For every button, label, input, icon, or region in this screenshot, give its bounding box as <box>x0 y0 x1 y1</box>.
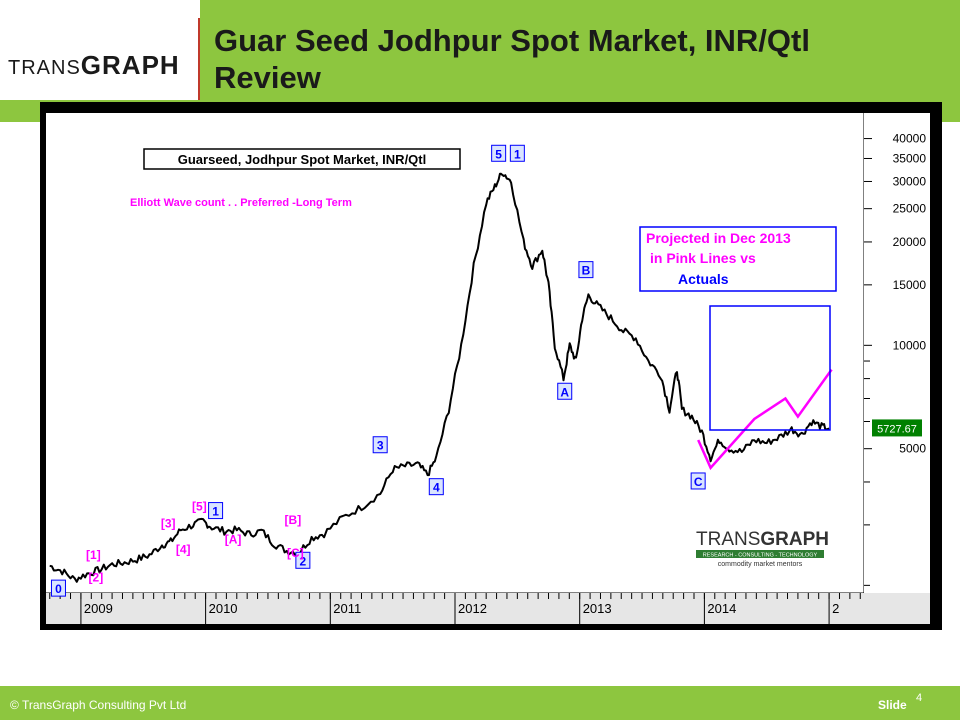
x-tick-label: 2014 <box>707 601 736 616</box>
wave-label-pink: [4] <box>176 542 191 556</box>
wave-label-blue: 1 <box>212 505 219 519</box>
watermark-tagline-band <box>696 550 824 558</box>
wave-label-blue: A <box>560 385 569 399</box>
x-tick-label: 2009 <box>84 601 113 616</box>
x-tick-label: 2010 <box>209 601 238 616</box>
wave-label-pink: [3] <box>161 516 176 530</box>
wave-label-box <box>50 579 66 597</box>
y-tick-label: 40000 <box>893 132 927 146</box>
wave-label-pink: [C] <box>287 546 304 560</box>
price-series-line <box>49 172 830 583</box>
wave-label-blue: C <box>694 475 703 489</box>
header-divider <box>198 18 200 100</box>
chart-subtitle: Elliott Wave count . . Preferred -Long T… <box>130 197 352 209</box>
wave-label-blue: 1 <box>514 147 521 161</box>
wave-label-blue: 4 <box>433 481 440 495</box>
y-tick-label: 20000 <box>893 235 927 249</box>
wave-label-box <box>557 382 573 400</box>
chart-area: 40000 35000 30000 25000 20000 15000 10000 5000 2… <box>46 113 930 624</box>
y-axis-band <box>864 113 930 593</box>
last-price-label: 5727.67 <box>877 423 917 435</box>
chart-svg: 40000 35000 30000 25000 20000 15000 10000 5000 2… <box>46 113 930 624</box>
wave-label-box <box>509 144 525 162</box>
x-tick-label: 2012 <box>458 601 487 616</box>
wave-label-blue: 3 <box>377 439 384 453</box>
projection-series-line <box>697 368 833 471</box>
slide-label: Slide <box>878 698 907 712</box>
y-tick-label: 30000 <box>893 174 927 188</box>
copyright-text: © TransGraph Consulting Pvt Ltd <box>10 698 187 712</box>
x-tick-label: 2013 <box>583 601 612 616</box>
wave-label-blue: B <box>582 264 591 278</box>
title-line-2: Review <box>214 60 321 95</box>
wave-label-blue: 2 <box>300 554 307 568</box>
transgraph-logo: TRANSGRAPH <box>8 50 180 81</box>
page-title: Guar Seed Jodhpur Spot Market, INR/Qtl R… <box>214 22 944 96</box>
wave-label-pink: [B] <box>285 513 302 527</box>
x-tick-label: 2 <box>832 601 839 616</box>
wave-label-blue: 5 <box>495 147 502 161</box>
wave-label-box <box>491 144 507 162</box>
wave-label-box <box>208 502 224 520</box>
y-tick-label: 5000 <box>899 442 926 456</box>
projection-note-line: Projected in Dec 2013 <box>646 230 791 246</box>
wave-label-pink: [1] <box>86 548 101 562</box>
logo-suffix: GRAPH <box>80 50 180 80</box>
wave-label-box <box>295 551 311 569</box>
projection-note-line: Actuals <box>678 271 729 287</box>
wave-label-box <box>372 436 388 454</box>
watermark-logo-prefix: TRANS <box>696 529 760 550</box>
last-price-tag <box>872 419 922 437</box>
wave-label-pink: [5] <box>192 500 207 514</box>
wave-label-blue: 0 <box>55 582 62 596</box>
x-axis-band <box>46 593 930 624</box>
wave-label-pink: [2] <box>89 571 104 585</box>
y-tick-label: 10000 <box>893 338 927 352</box>
slide-number: 4 <box>916 692 923 704</box>
watermark-logo-suffix: GRAPH <box>760 529 829 550</box>
wave-label-box <box>428 478 444 496</box>
footer-bar: © TransGraph Consulting Pvt Ltd Slide 4 <box>0 686 960 720</box>
y-tick-label: 35000 <box>893 151 927 165</box>
wave-label-box <box>690 472 706 490</box>
watermark-tagline-1: RESEARCH - CONSULTING - TECHNOLOGY <box>703 553 818 559</box>
chart-title-box <box>143 148 461 170</box>
y-tick-label: 15000 <box>893 278 927 292</box>
projection-box <box>709 305 831 431</box>
projection-note-box <box>639 226 837 292</box>
title-line-1: Guar Seed Jodhpur Spot Market, INR/Qtl <box>214 23 810 58</box>
watermark-tagline-2: commodity market mentors <box>718 561 803 568</box>
chart-title: Guarseed, Jodhpur Spot Market, INR/Qtl <box>178 152 426 167</box>
logo-prefix: TRANS <box>8 57 81 79</box>
wave-label-box <box>578 261 594 279</box>
x-tick-label: 2011 <box>333 601 361 616</box>
logo-area <box>0 0 200 100</box>
wave-label-pink: [A] <box>225 532 242 546</box>
projection-note-line: in Pink Lines vs <box>650 250 756 266</box>
y-tick-label: 25000 <box>893 202 927 216</box>
watermark-logo: TRANSGRAPH <box>696 529 829 550</box>
